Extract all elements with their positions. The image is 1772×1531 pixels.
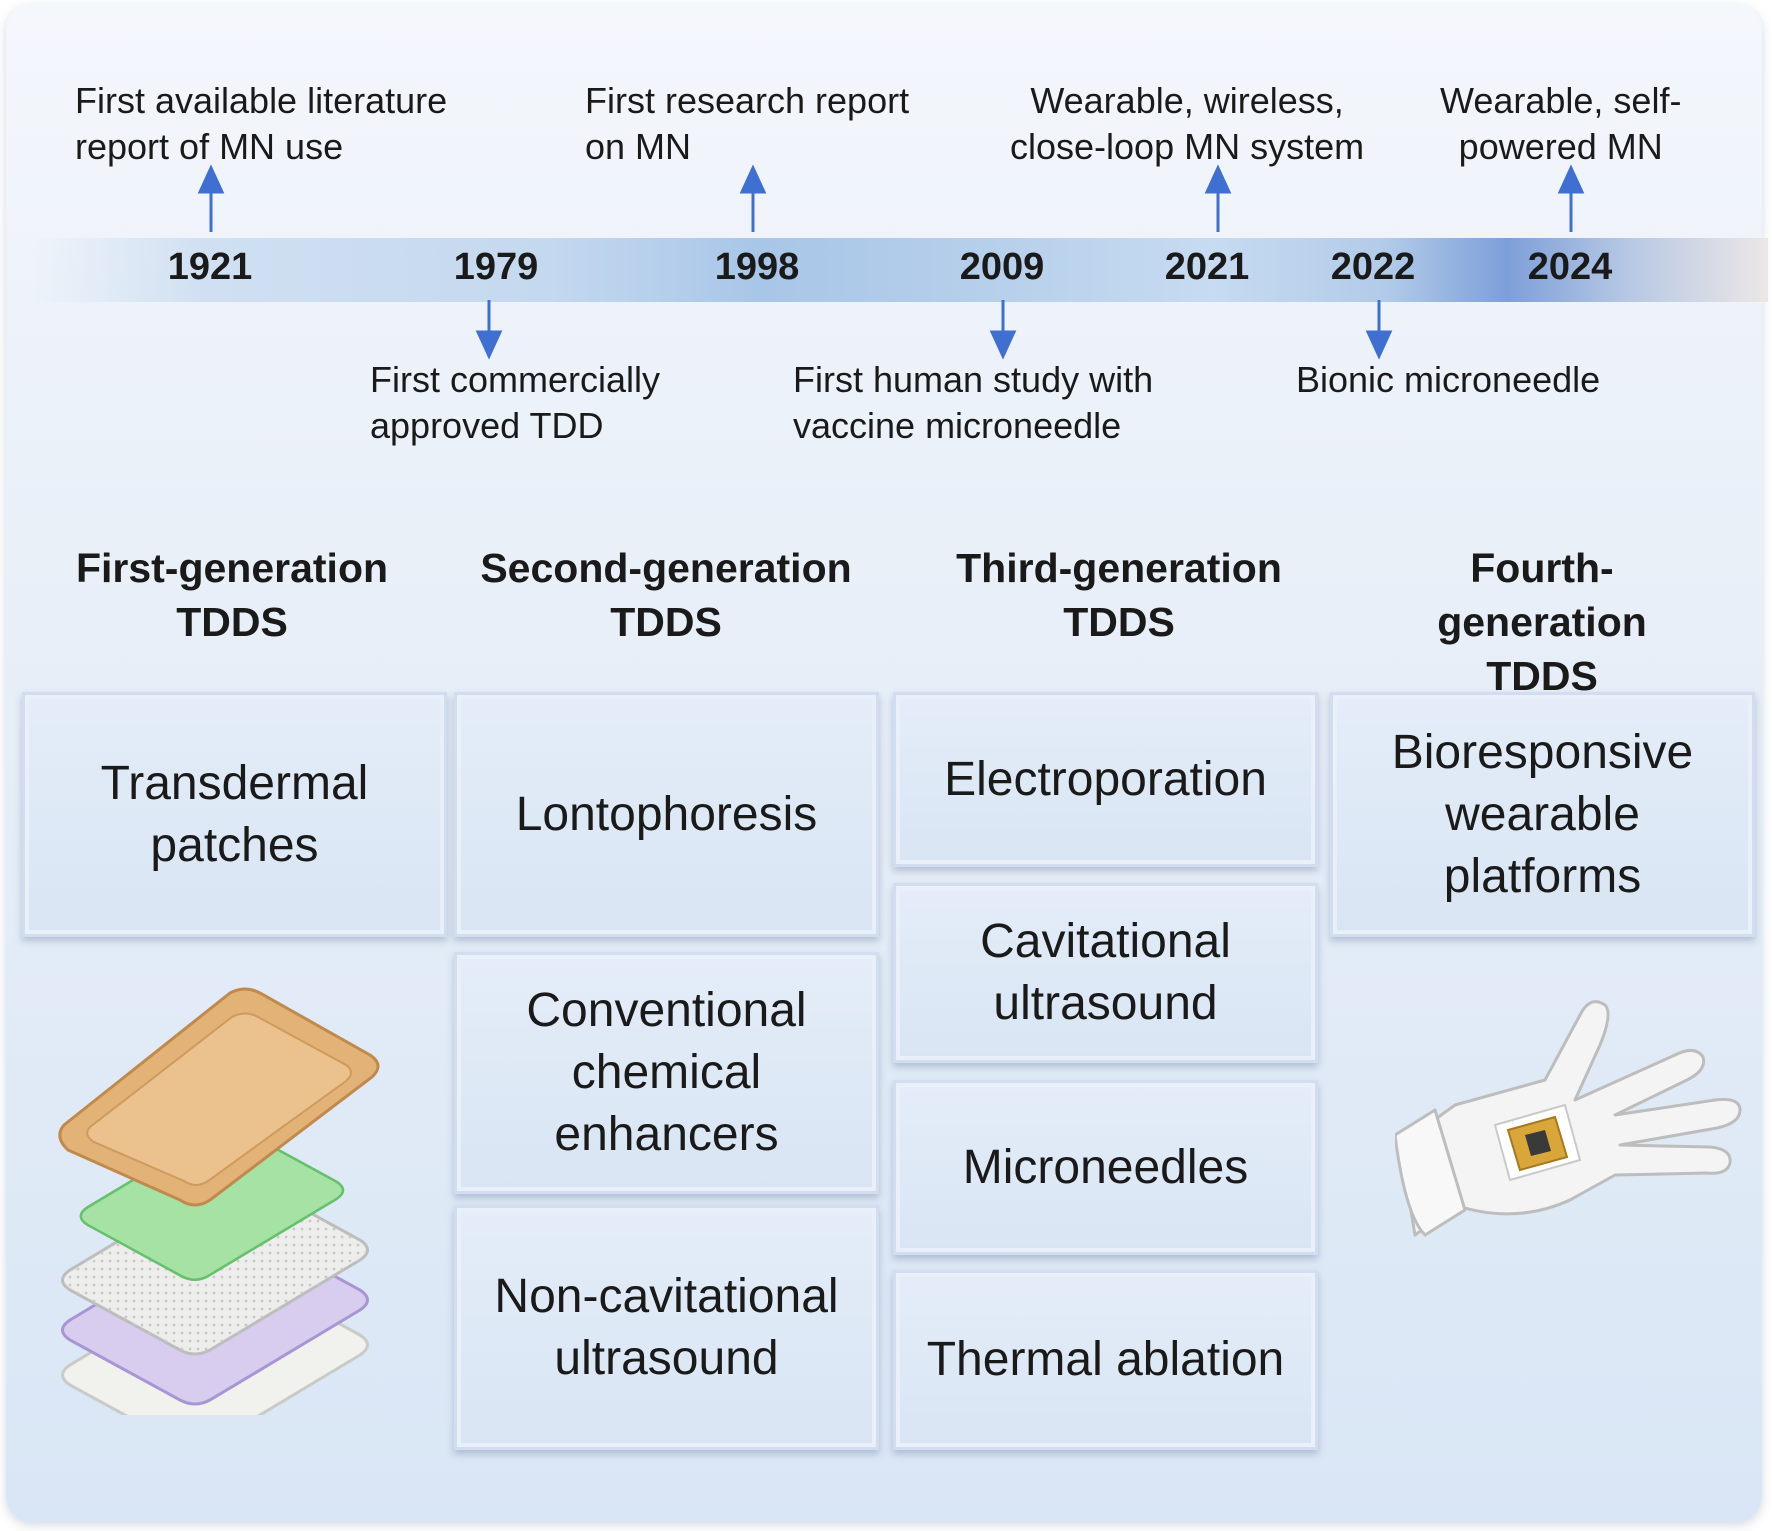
timeline-event: Wearable, wireless, close-loop MN system bbox=[1010, 80, 1365, 167]
method-box: Microneedles bbox=[893, 1080, 1318, 1255]
year-label: 2009 bbox=[959, 246, 1045, 288]
generation-title: Third-generation TDDS bbox=[956, 545, 1282, 645]
arrow-down-icon bbox=[989, 330, 1017, 360]
timeline-event: Bionic microneedle bbox=[1296, 359, 1601, 400]
timeline-event: First available literature report of MN … bbox=[75, 80, 448, 167]
hand-wearable-device-illustration bbox=[1395, 1000, 1742, 1237]
timeline-event: Wearable, self- powered MN bbox=[1440, 80, 1682, 167]
timeline-band bbox=[30, 238, 1768, 302]
method-box: Electroporation bbox=[893, 692, 1318, 867]
generation-title: Second-generation TDDS bbox=[480, 545, 852, 645]
arrow-up-icon bbox=[1204, 164, 1232, 194]
method-box: Bioresponsive wearable platforms bbox=[1330, 692, 1755, 937]
year-label: 2024 bbox=[1527, 246, 1613, 288]
method-box: Conventional chemical enhancers bbox=[454, 952, 879, 1194]
arrow-down-icon bbox=[475, 330, 503, 360]
generation-title: Fourth-generation TDDS bbox=[1437, 545, 1647, 699]
year-label: 2021 bbox=[1164, 246, 1250, 288]
timeline-event: First human study with vaccine microneed… bbox=[793, 359, 1154, 446]
arrow-up-icon bbox=[739, 164, 767, 194]
generation-title: First-generation TDDS bbox=[75, 545, 389, 645]
year-label: 1998 bbox=[714, 246, 800, 288]
wearable-chip-icon bbox=[1493, 1103, 1582, 1182]
year-label: 1979 bbox=[453, 246, 539, 288]
arrow-up-icon bbox=[1557, 164, 1585, 194]
layered-patch-illustration bbox=[58, 987, 380, 1415]
arrow-down-icon bbox=[1365, 330, 1393, 360]
method-box: Transdermal patches bbox=[22, 692, 447, 937]
timeline-event: First commercially approved TDD bbox=[370, 359, 661, 446]
timeline-arrows bbox=[197, 164, 1585, 360]
method-box: Cavitational ultrasound bbox=[893, 883, 1318, 1063]
method-box: Lontophoresis bbox=[454, 692, 879, 937]
year-label: 1921 bbox=[167, 246, 253, 288]
method-box: Thermal ablation bbox=[893, 1270, 1318, 1450]
method-box: Non-cavitational ultrasound bbox=[454, 1205, 879, 1450]
timeline-event: First research report on MN bbox=[585, 80, 910, 167]
arrow-up-icon bbox=[197, 164, 225, 194]
year-label: 2022 bbox=[1330, 246, 1416, 288]
